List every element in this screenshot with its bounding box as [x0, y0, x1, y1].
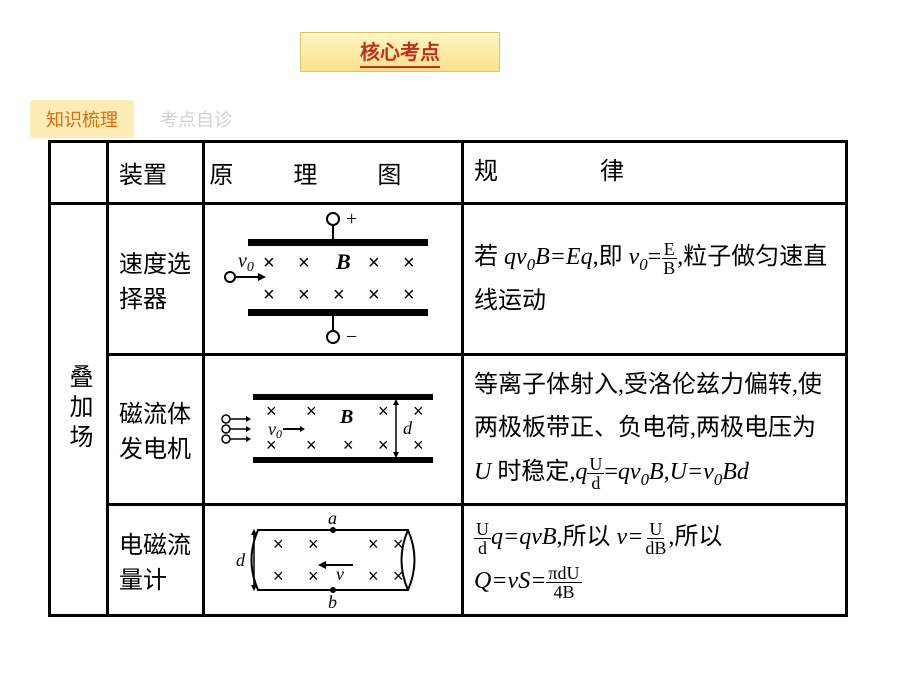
header-diagram: 原 理 图: [204, 142, 463, 204]
header-title: 核心考点: [360, 36, 440, 68]
svg-text:B: B: [339, 406, 353, 428]
svg-text:×: ×: [393, 566, 404, 586]
velocity-selector-diagram: + × × × × × × × × × v0 B −: [218, 209, 448, 349]
diagram-cell-velocity-selector: + × × × × × × × × × v0 B −: [204, 204, 463, 355]
svg-text:×: ×: [333, 284, 345, 306]
svg-text:d: d: [403, 418, 413, 438]
physics-table: 装置 原 理 图 规 律 叠加场 速度选择器 + × × × × × × × × ×: [48, 140, 848, 617]
svg-text:×: ×: [393, 534, 404, 554]
svg-text:×: ×: [263, 252, 275, 274]
svg-text:×: ×: [413, 435, 424, 455]
svg-text:a: a: [328, 510, 337, 528]
table-row: 磁流体发电机 ×××× ××××× v0 B: [50, 355, 847, 504]
svg-text:×: ×: [306, 401, 317, 421]
svg-text:×: ×: [273, 534, 284, 554]
mhd-generator-diagram: ×××× ××××× v0 B d: [218, 379, 448, 479]
svg-text:v: v: [336, 564, 344, 584]
svg-text:×: ×: [306, 435, 317, 455]
table-row: 叠加场 速度选择器 + ×××× ××××× v0: [50, 204, 847, 355]
header-badge: 核心考点: [300, 32, 500, 72]
device-cell: 磁流体发电机: [108, 355, 204, 504]
svg-text:×: ×: [266, 401, 277, 421]
svg-text:×: ×: [378, 435, 389, 455]
category-cell: 叠加场: [50, 204, 108, 615]
tab-self-test[interactable]: 考点自诊: [144, 100, 248, 138]
svg-text:−: −: [346, 326, 357, 348]
svg-text:×: ×: [298, 252, 310, 274]
svg-text:×: ×: [368, 252, 380, 274]
svg-text:+: +: [346, 209, 357, 230]
svg-text:×: ×: [298, 284, 310, 306]
svg-text:×: ×: [378, 401, 389, 421]
svg-text:×: ×: [368, 284, 380, 306]
diagram-cell-flowmeter: × × × × × × × × a b d v: [204, 504, 463, 615]
svg-text:×: ×: [403, 284, 415, 306]
svg-text:×: ×: [403, 252, 415, 274]
svg-text:b: b: [328, 592, 337, 610]
tab-knowledge[interactable]: 知识梳理: [30, 100, 134, 138]
svg-text:×: ×: [308, 534, 319, 554]
svg-text:v0: v0: [238, 250, 254, 275]
svg-text:×: ×: [308, 566, 319, 586]
tabs: 知识梳理 考点自诊: [30, 100, 248, 138]
device-cell: 电磁流量计: [108, 504, 204, 615]
svg-text:×: ×: [368, 566, 379, 586]
rule-cell-mhd: 等离子体射入,受洛伦兹力偏转,使两极板带正、负电荷,两极电压为 U 时稳定,qU…: [463, 355, 847, 504]
svg-text:B: B: [335, 249, 351, 274]
device-cell: 速度选择器: [108, 204, 204, 355]
svg-text:v0: v0: [268, 419, 282, 441]
table-row: 电磁流量计 × × × × × × × × a b d: [50, 504, 847, 615]
rule-cell-flowmeter: Udq=qvB,所以 v=UdB,所以 Q=vS=πdU4B: [463, 504, 847, 615]
svg-text:×: ×: [343, 435, 354, 455]
svg-text:×: ×: [368, 534, 379, 554]
header-rule: 规 律: [463, 142, 847, 204]
header-empty: [50, 142, 108, 204]
svg-text:d: d: [236, 550, 246, 570]
table-header-row: 装置 原 理 图 规 律: [50, 142, 847, 204]
header-device: 装置: [108, 142, 204, 204]
svg-text:×: ×: [273, 566, 284, 586]
svg-text:×: ×: [413, 401, 424, 421]
svg-text:×: ×: [263, 284, 275, 306]
diagram-cell-mhd: ×××× ××××× v0 B d: [204, 355, 463, 504]
flowmeter-diagram: × × × × × × × × a b d v: [218, 510, 448, 610]
rule-cell-velocity: 若 qv0B=Eq,即 v0=EB,粒子做匀速直线运动: [463, 204, 847, 355]
